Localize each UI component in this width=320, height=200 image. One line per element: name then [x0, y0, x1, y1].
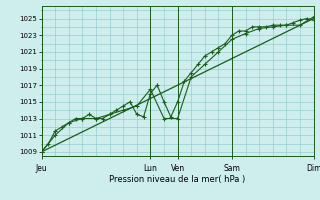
X-axis label: Pression niveau de la mer( hPa ): Pression niveau de la mer( hPa ) [109, 175, 246, 184]
